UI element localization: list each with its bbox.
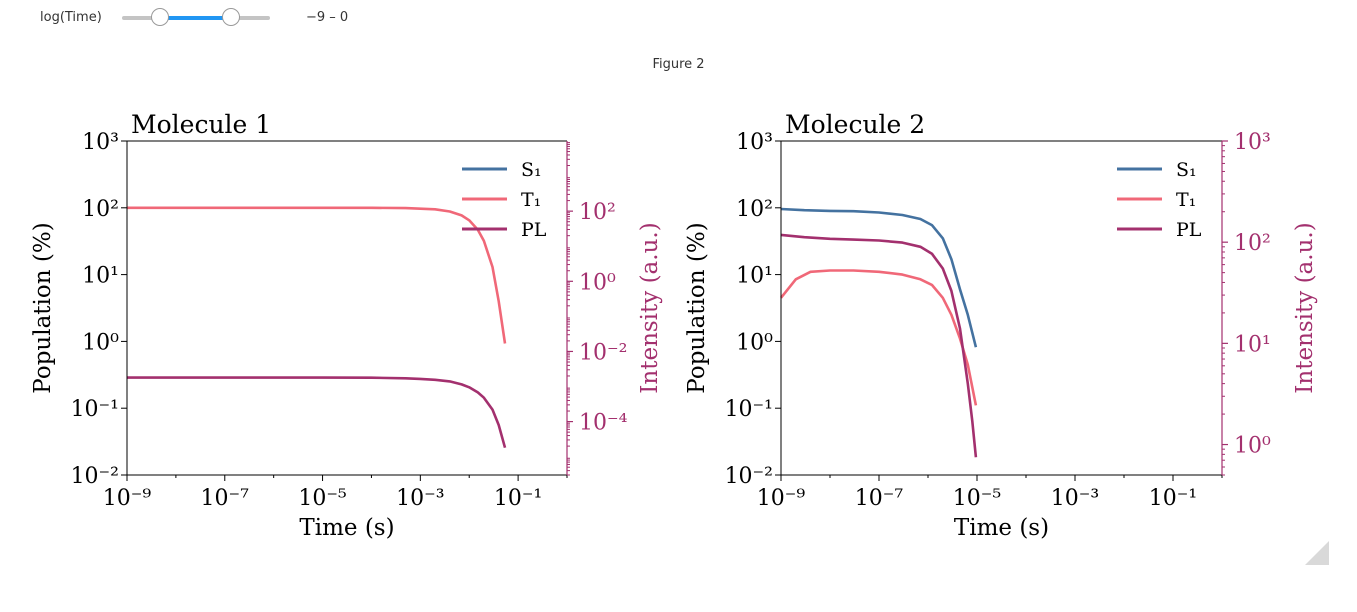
- resize-handle-icon[interactable]: [1305, 541, 1329, 565]
- y-axis-label: Population (%): [30, 222, 56, 393]
- figure-title: Figure 2: [652, 57, 705, 72]
- x-tick-label: 10⁻⁷: [855, 486, 904, 511]
- y-tick-label: 10³: [736, 130, 773, 155]
- x-axis-label: Time (s): [954, 515, 1049, 541]
- y-tick-label: 10⁻¹: [71, 397, 119, 422]
- x-axis-label: Time (s): [299, 515, 394, 541]
- legend-label: S₁: [1176, 159, 1197, 181]
- chart-panel-1: 10⁻⁹ 10⁻⁷ 10⁻⁵ 10⁻³ 10⁻¹ 10⁻² 10⁻¹ 10⁰ 10¹ 10² 10³…: [30, 110, 663, 541]
- legend-label: S₁: [521, 159, 542, 181]
- y2-tick-label: 10²: [579, 200, 616, 225]
- x-tick-label: 10⁻³: [1051, 486, 1099, 511]
- legend-label: PL: [1176, 219, 1202, 241]
- log-time-slider-widget: log(Time) −9 – 0: [0, 0, 400, 38]
- x-tick-label: 10⁻⁹: [757, 486, 806, 511]
- legend-label: PL: [521, 219, 547, 241]
- y-tick-label: 10²: [736, 197, 773, 222]
- y-tick-label: 10¹: [82, 264, 119, 289]
- y-tick-label: 10⁻¹: [725, 397, 773, 422]
- series-line-T₁: [779, 269, 978, 406]
- series-line-T₁: [127, 206, 507, 344]
- slider-handle-min[interactable]: [151, 8, 169, 26]
- y2-tick-label: 10⁰: [579, 270, 616, 295]
- x-tick-label: 10⁻¹: [494, 486, 542, 511]
- legend-label: T₁: [521, 189, 541, 211]
- slider-handle-max[interactable]: [222, 8, 240, 26]
- chart-panel-2: 10⁻⁹ 10⁻⁷ 10⁻⁵ 10⁻³ 10⁻¹ 10⁻² 10⁻¹ 10⁰ 10¹ 10² 10³…: [684, 110, 1318, 541]
- legend: S₁ T₁ PL: [1117, 159, 1202, 241]
- y2-axis-label: Intensity (a.u.): [637, 222, 663, 393]
- chart-title: Molecule 2: [785, 110, 925, 139]
- legend-label: T₁: [1176, 189, 1196, 211]
- y2-tick-label: 10⁰: [1234, 434, 1271, 459]
- y-tick-label: 10¹: [736, 264, 773, 289]
- x-tick-label: 10⁻³: [396, 486, 444, 511]
- y-tick-label: 10²: [82, 197, 119, 222]
- chart-title: Molecule 1: [131, 110, 271, 139]
- y2-tick-label: 10³: [1234, 130, 1271, 155]
- y-tick-label: 10⁰: [736, 330, 773, 355]
- y2-axis-label: Intensity (a.u.): [1292, 222, 1318, 393]
- x-tick-label: 10⁻¹: [1149, 486, 1197, 511]
- y-tick-label: 10⁻²: [725, 464, 773, 489]
- y-axis-label: Population (%): [684, 222, 710, 393]
- y-tick-label: 10⁰: [82, 330, 119, 355]
- legend: S₁ T₁ PL: [462, 159, 547, 241]
- slider-label: log(Time): [40, 10, 102, 25]
- y2-tick-label: 10¹: [1234, 332, 1271, 357]
- x-tick-label: 10⁻⁵: [953, 486, 1001, 511]
- x-tick-label: 10⁻⁷: [201, 486, 250, 511]
- x-tick-label: 10⁻⁹: [103, 486, 152, 511]
- series-line-PL: [127, 376, 507, 449]
- y2-tick-label: 10⁻²: [579, 340, 627, 365]
- series-line-PL: [780, 233, 978, 458]
- x-tick-label: 10⁻⁵: [298, 486, 346, 511]
- series-line-S₁: [780, 207, 978, 348]
- y-tick-label: 10³: [82, 130, 119, 155]
- y2-tick-label: 10⁻⁴: [579, 411, 628, 436]
- slider-readout: −9 – 0: [306, 10, 349, 25]
- y-tick-label: 10⁻²: [71, 464, 119, 489]
- slider-range-fill: [161, 16, 232, 20]
- y2-tick-label: 10²: [1234, 231, 1271, 256]
